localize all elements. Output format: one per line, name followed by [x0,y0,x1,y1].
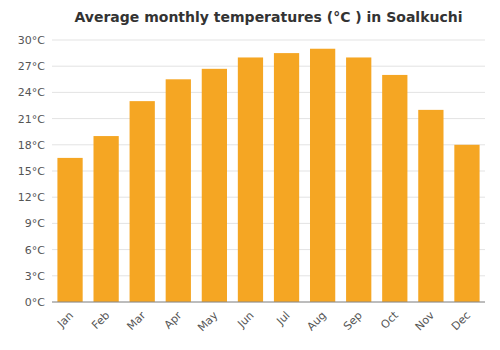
bar [418,110,443,302]
bar [202,69,227,302]
grid-line [52,40,485,41]
bar [238,57,263,302]
bar [274,53,299,302]
x-tick-label: Jan [54,309,76,331]
grid-line [52,92,485,93]
bar [130,101,155,302]
x-tick-label: Jul [273,309,292,328]
title: Average monthly temperatures (°C ) in So… [75,9,463,25]
x-tick-label: Oct [378,308,401,331]
y-tick-label: 30°C [18,34,45,47]
y-tick-label: 24°C [18,86,45,99]
x-tick-label: Aug [304,309,328,333]
bars [57,49,479,302]
grid-line [52,66,485,67]
y-tick-label: 3°C [25,270,45,283]
y-tick-label: 0°C [25,296,45,309]
x-tick-label: Mar [124,309,148,333]
grid [52,40,485,302]
y-tick-label: 12°C [18,191,45,204]
x-tick-label: Dec [449,309,473,333]
y-tick-label: 9°C [25,217,45,230]
y-tick-label: 21°C [18,113,45,126]
y-tick-label: 18°C [18,139,45,152]
x-axis: Jan Feb Mar Apr May Jun Jul Aug Sep Oct Nov Dec [54,308,473,334]
bar [454,145,479,302]
x-tick-label: May [195,309,221,335]
bar [346,57,371,302]
x-tick-label: Sep [341,309,365,333]
grid-line [52,302,485,303]
bar [310,49,335,302]
x-tick-label: Apr [162,309,185,332]
x-axis-line [52,302,485,303]
x-tick-label: Nov [413,309,438,334]
y-tick-label: 15°C [18,165,45,178]
x-tick-label: Feb [89,309,112,332]
y-tick-label: 6°C [25,244,45,257]
chart: Average monthly temperatures (°C ) in So… [0,0,500,350]
bar [166,79,191,302]
bar [57,158,82,302]
x-tick-label: Jun [235,309,257,331]
bar [382,75,407,302]
y-tick-label: 27°C [18,60,45,73]
bar [93,136,118,302]
y-axis: 0°C 3°C 6°C 9°C 12°C 15°C 18°C 21°C 24°C 27°C 30°C [18,34,45,309]
